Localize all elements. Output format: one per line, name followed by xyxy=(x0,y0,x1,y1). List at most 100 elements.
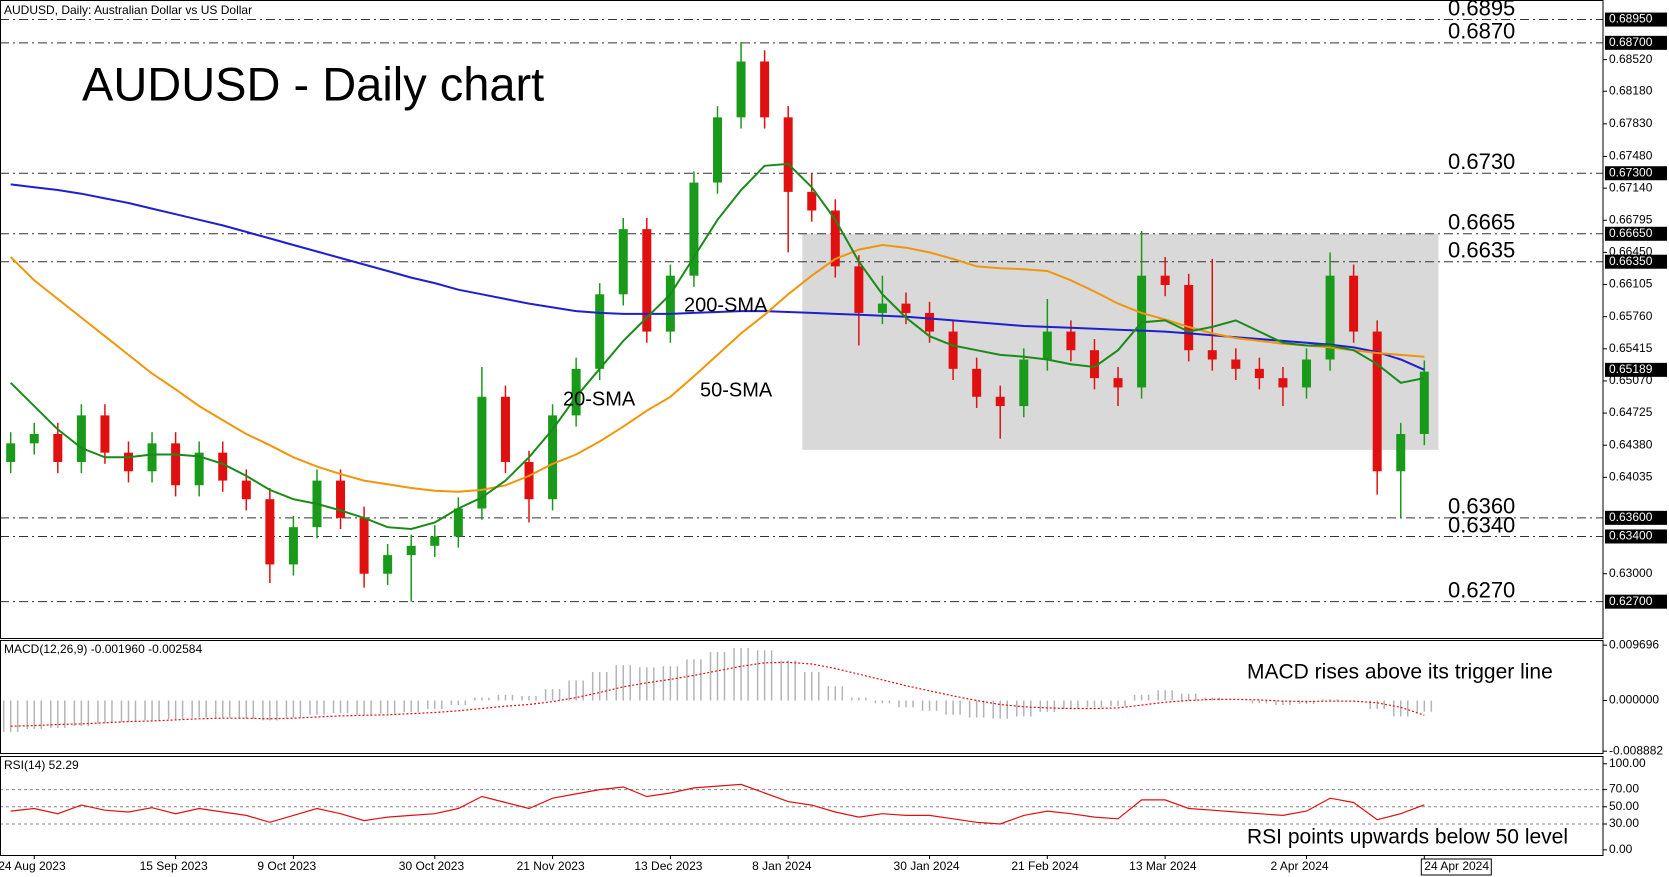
candle-body xyxy=(453,508,463,537)
price-marker-label: 0.67300 xyxy=(1609,165,1653,179)
panel-frame xyxy=(0,640,1604,754)
candle-body xyxy=(1396,434,1406,472)
candle-body xyxy=(1231,359,1241,369)
level-label: 0.6665 xyxy=(1448,210,1515,235)
panel-label: MACD(12,26,9) -0.001960 -0.002584 xyxy=(4,642,202,656)
y-tick-label: 0.67830 xyxy=(1609,116,1653,130)
y-tick-label: 0.64725 xyxy=(1609,405,1653,419)
candle-body xyxy=(712,117,722,183)
x-tick-label: 9 Oct 2023 xyxy=(257,859,316,873)
sma-line xyxy=(9,162,1425,531)
candle-body xyxy=(1160,275,1170,286)
sma-line xyxy=(10,183,1425,371)
price-marker xyxy=(1605,12,1667,27)
price-marker xyxy=(1605,35,1667,50)
candle-body xyxy=(948,331,958,369)
x-tick-box xyxy=(1420,858,1492,876)
price-marker xyxy=(1605,362,1667,377)
candle-body xyxy=(100,415,110,453)
level-label: 0.6635 xyxy=(1448,238,1515,263)
candle-body xyxy=(53,434,63,462)
y-tick-label: 0.65415 xyxy=(1609,341,1653,355)
candle-body xyxy=(477,396,487,509)
candle-body xyxy=(760,61,770,118)
candle-body xyxy=(265,499,275,565)
price-marker xyxy=(1605,254,1667,269)
y-tick-label: 0.68520 xyxy=(1609,52,1653,66)
candle-body xyxy=(1019,359,1029,407)
price-marker xyxy=(1605,529,1667,544)
level-label: 0.6870 xyxy=(1448,19,1515,44)
candle-body xyxy=(76,415,86,462)
price-marker-label: 0.65189 xyxy=(1609,362,1653,376)
candle-body xyxy=(430,536,440,546)
candle-body xyxy=(147,443,157,472)
candle-body xyxy=(783,117,793,192)
panel-frame xyxy=(0,756,1604,856)
candle-body xyxy=(1419,371,1429,435)
candle-body xyxy=(642,229,652,332)
y-tick-label: 0.64380 xyxy=(1609,437,1653,451)
candle-body xyxy=(736,61,746,118)
y-tick-label: 0.68180 xyxy=(1609,83,1653,97)
candle-body xyxy=(1349,275,1359,332)
candle-body xyxy=(383,555,393,574)
candle-body xyxy=(406,545,416,556)
candle-body xyxy=(1089,350,1099,379)
candle-body xyxy=(830,210,840,267)
level-label: 0.6730 xyxy=(1448,149,1515,174)
x-tick-label: 30 Jan 2024 xyxy=(894,859,960,873)
y-tick-label: 50.00 xyxy=(1609,799,1639,813)
candle-body xyxy=(194,452,204,486)
y-tick-label: 100.00 xyxy=(1609,756,1646,770)
candle-body xyxy=(807,191,817,211)
candle-body xyxy=(288,527,298,565)
price-marker xyxy=(1605,594,1667,609)
candle-body xyxy=(689,182,699,276)
price-marker-label: 0.66650 xyxy=(1609,226,1653,240)
y-tick-label: 0.67140 xyxy=(1609,180,1653,194)
candle-body xyxy=(1042,331,1052,360)
candle-body xyxy=(524,461,534,500)
price-marker-label: 0.63400 xyxy=(1609,529,1653,543)
x-tick-label: 24 Apr 2024 xyxy=(1424,859,1489,873)
y-tick-label: 0.65760 xyxy=(1609,309,1653,323)
x-tick-label: 21 Nov 2023 xyxy=(517,859,585,873)
candle-body xyxy=(1278,378,1288,388)
price-marker-label: 0.68700 xyxy=(1609,35,1653,49)
candle-body xyxy=(336,480,346,518)
candle-body xyxy=(359,517,369,574)
candle-body xyxy=(665,275,675,332)
annotation: MACD rises above its trigger line xyxy=(1247,661,1553,684)
x-tick-label: 30 Oct 2023 xyxy=(399,859,465,873)
x-tick-label: 2 Apr 2024 xyxy=(1271,859,1329,873)
candle-body xyxy=(1254,368,1264,379)
level-label: 0.6270 xyxy=(1448,577,1515,602)
candle-body xyxy=(1325,275,1335,360)
chart-header: AUDUSD, Daily: Australian Dollar vs US D… xyxy=(4,3,252,17)
candle-body xyxy=(123,452,133,472)
candle-body xyxy=(6,443,16,462)
candle-body xyxy=(854,266,864,313)
x-tick-label: 21 Feb 2024 xyxy=(1011,859,1079,873)
y-tick-label: 0.00 xyxy=(1609,842,1633,856)
candle-body xyxy=(618,229,628,295)
x-tick-label: 8 Jan 2024 xyxy=(752,859,812,873)
rsi-line xyxy=(10,783,1425,825)
y-tick-label: 70.00 xyxy=(1609,782,1639,796)
price-marker-label: 0.68950 xyxy=(1609,12,1653,26)
price-marker-label: 0.63600 xyxy=(1609,510,1653,524)
annotation: RSI points upwards below 50 level xyxy=(1247,826,1568,849)
candle-body xyxy=(1113,378,1123,388)
price-marker xyxy=(1605,226,1667,241)
candle-body xyxy=(500,396,510,462)
candle-body xyxy=(1184,285,1194,351)
price-marker xyxy=(1605,166,1667,181)
x-tick-label: 13 Dec 2023 xyxy=(634,859,702,873)
y-tick-label: 0.63000 xyxy=(1609,566,1653,580)
sma-label: 200-SMA xyxy=(684,294,768,316)
y-tick-label: 0.64035 xyxy=(1609,470,1653,484)
y-tick-label: 0.66105 xyxy=(1609,277,1653,291)
sma-label: 50-SMA xyxy=(700,379,773,401)
